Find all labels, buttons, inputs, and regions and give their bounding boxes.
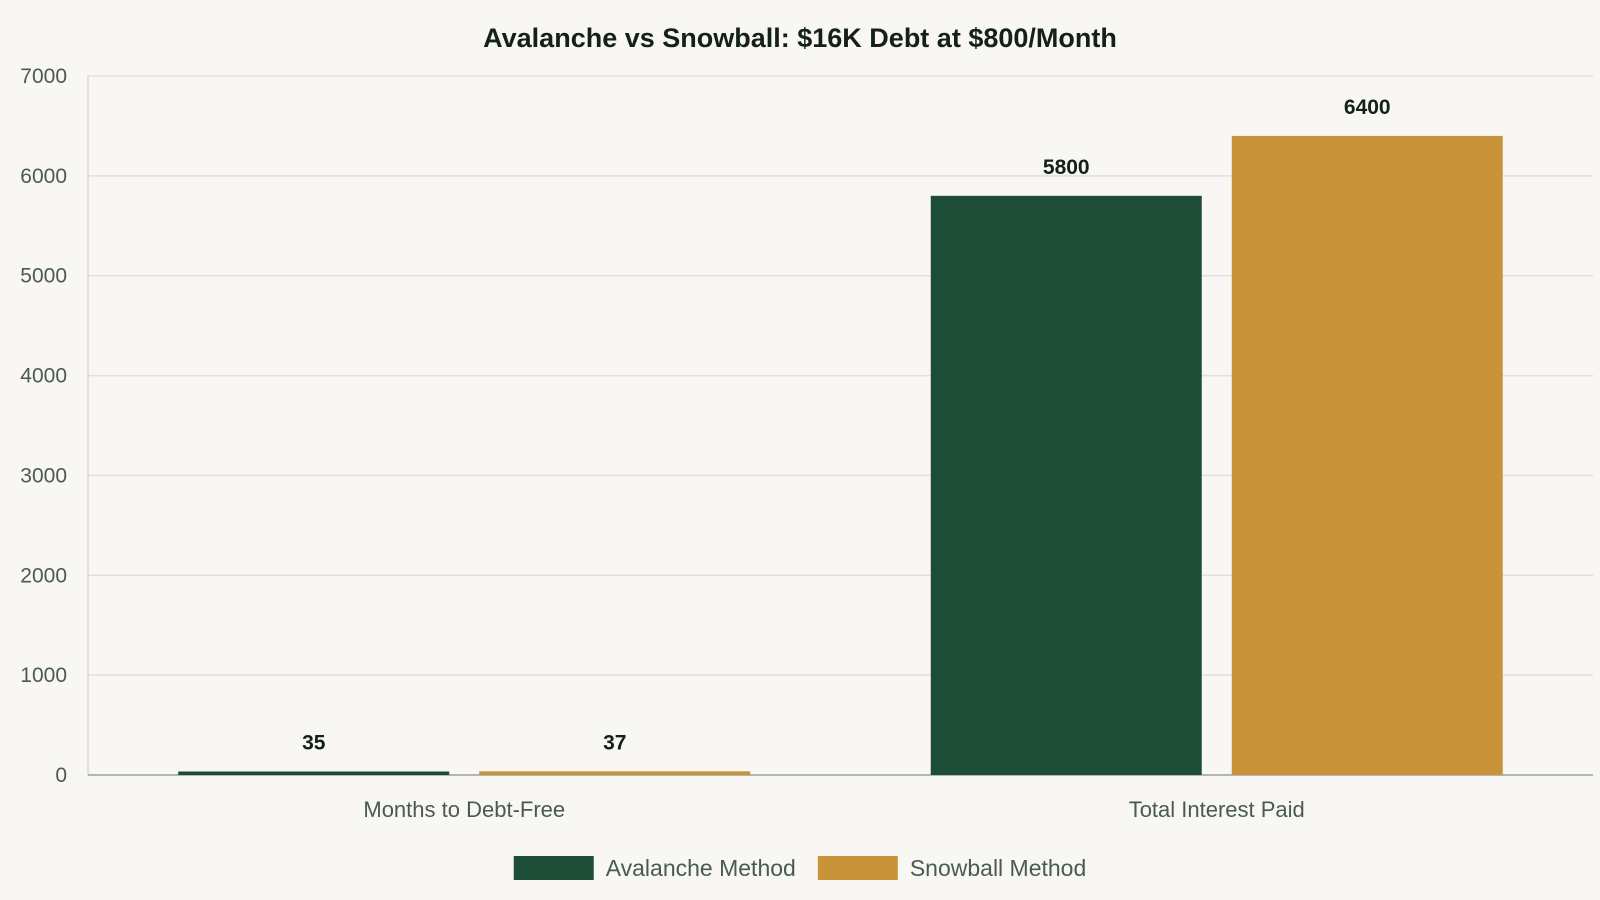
legend-label: Snowball Method <box>910 855 1086 881</box>
bar <box>1231 135 1503 775</box>
data-label: 5800 <box>1043 156 1090 179</box>
axes: 0 1000 2000 3000 4000 5000 6000 7000 Months to D… <box>20 65 1593 822</box>
bars <box>178 135 1503 776</box>
y-tick-label: 3000 <box>20 464 67 487</box>
y-tick-label: 5000 <box>20 265 67 288</box>
bar <box>479 771 751 775</box>
x-tick-label: Total Interest Paid <box>1129 797 1305 822</box>
y-tick-label: 1000 <box>20 664 67 687</box>
data-label: 35 <box>302 732 326 755</box>
data-label: 37 <box>603 731 626 754</box>
legend: Avalanche Method Snowball Method <box>513 855 1086 881</box>
data-labels: 35 37 5800 6400 <box>302 96 1391 755</box>
y-tick-label: 7000 <box>20 65 67 88</box>
bar <box>178 771 450 775</box>
y-tick-label: 4000 <box>20 365 67 388</box>
y-tick-label: 0 <box>55 764 67 787</box>
legend-swatch <box>817 856 898 880</box>
data-label: 6400 <box>1344 96 1391 119</box>
bar <box>930 195 1202 776</box>
legend-label: Avalanche Method <box>606 855 796 881</box>
grid <box>88 75 1593 676</box>
chart-title: Avalanche vs Snowball: $16K Debt at $800… <box>483 23 1117 53</box>
y-tick-label: 2000 <box>20 564 67 587</box>
legend-swatch <box>513 856 594 880</box>
x-tick-label: Months to Debt-Free <box>363 797 565 822</box>
y-tick-label: 6000 <box>20 165 67 188</box>
